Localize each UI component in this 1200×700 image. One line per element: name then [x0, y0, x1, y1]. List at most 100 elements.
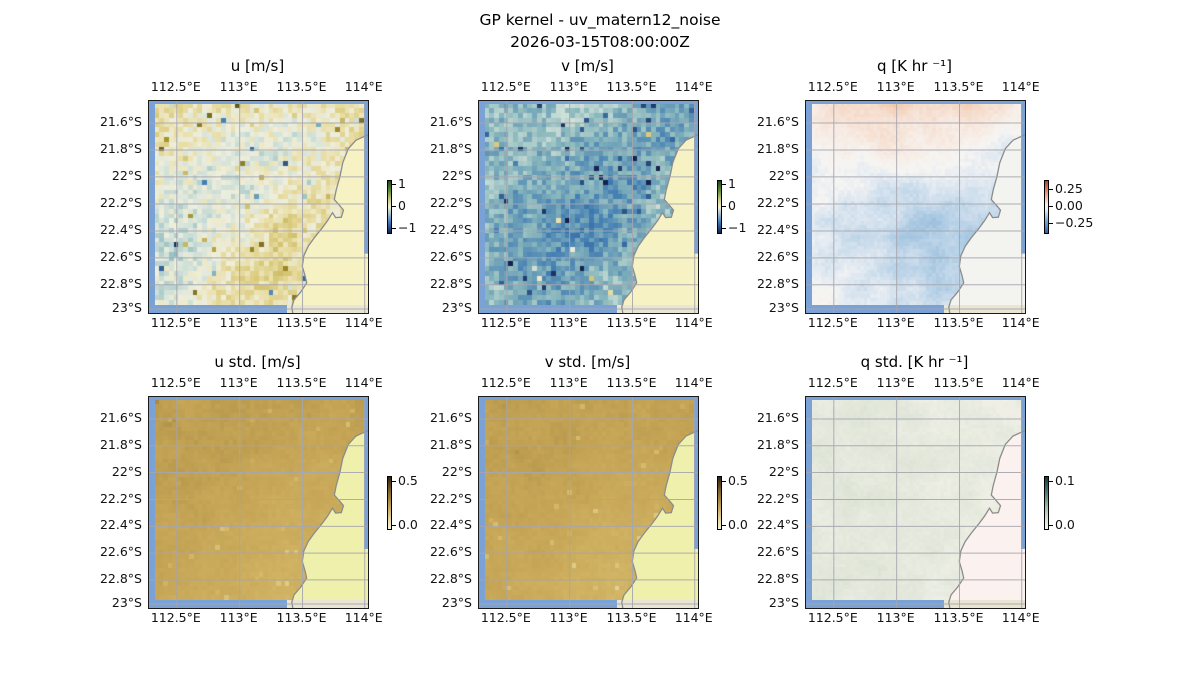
lon-tick-top: 112.5°E — [480, 79, 531, 94]
lat-tick-label: 22.2°S — [756, 195, 799, 211]
land-polygon — [948, 134, 1025, 313]
map-plot-area — [148, 100, 369, 314]
map-overlay — [806, 101, 1025, 313]
ocean-edge-right — [694, 403, 698, 549]
lat-tick-label: 21.6°S — [99, 409, 142, 425]
lat-tick-label: 22.8°S — [429, 570, 472, 586]
lat-tick-label: 22°S — [111, 167, 142, 183]
colorbar-tick-label: 0 — [728, 198, 736, 213]
colorbar-tick-label: 0.0 — [398, 517, 418, 533]
lon-tick-bottom: 114°E — [674, 315, 713, 330]
lat-tick-label: 22.8°S — [429, 275, 472, 291]
lat-tick-label: 23°S — [768, 299, 799, 315]
lat-tick-label: 23°S — [441, 299, 472, 315]
colorbar-strip — [717, 476, 722, 530]
lat-tick-label: 22.2°S — [429, 490, 472, 506]
colorbar-tick-mark — [392, 206, 396, 207]
colorbar-strip — [717, 180, 722, 234]
lon-tick-top: 114°E — [1001, 375, 1040, 390]
lat-tick-label: 22°S — [441, 167, 472, 183]
lat-tick-label: 21.6°S — [429, 409, 472, 425]
ocean-edge-right — [364, 403, 368, 549]
panel-title: u std. [m/s] — [214, 353, 301, 371]
lat-tick-label: 22°S — [111, 463, 142, 479]
lat-tick-label: 23°S — [111, 299, 142, 315]
lon-tick-bottom: 113.5°E — [276, 315, 327, 330]
lat-tick-label: 22.4°S — [99, 221, 142, 237]
lon-tick-bottom: 113.5°E — [933, 610, 984, 625]
lon-tick-bottom: 114°E — [674, 610, 713, 625]
lat-tick-label: 21.6°S — [99, 114, 142, 130]
colorbar-strip — [1044, 476, 1049, 530]
ocean-edge-right — [364, 107, 368, 254]
lon-tick-bottom: 113.5°E — [276, 610, 327, 625]
colorbar-tick-label: 0.0 — [728, 517, 748, 533]
lon-tick-top: 114°E — [674, 375, 713, 390]
lon-tick-bottom: 114°E — [344, 315, 383, 330]
lat-tick-label: 22.2°S — [756, 490, 799, 506]
lon-tick-bottom: 112.5°E — [480, 315, 531, 330]
colorbar-tick-mark — [392, 481, 396, 483]
lat-tick-label: 21.8°S — [99, 140, 142, 156]
lon-tick-top: 114°E — [344, 375, 383, 390]
panel-title: v std. [m/s] — [544, 353, 631, 371]
lon-tick-top: 113.5°E — [606, 375, 657, 390]
colorbar-tick-label: 0.00 — [1055, 198, 1083, 213]
lat-tick-label: 21.8°S — [99, 436, 142, 452]
land-polygon — [621, 134, 698, 313]
map-plot-area — [478, 100, 699, 314]
lon-tick-top: 113°E — [219, 375, 258, 390]
land-polygon — [948, 430, 1025, 608]
lat-tick-label: 23°S — [768, 594, 799, 610]
panel-title: u [m/s] — [230, 57, 285, 75]
lat-tick-label: 22.8°S — [99, 275, 142, 291]
colorbar-strip — [387, 476, 392, 530]
colorbar-tick-mark — [1049, 189, 1053, 191]
lon-tick-bottom: 112.5°E — [150, 610, 201, 625]
lon-tick-top: 112.5°E — [150, 79, 201, 94]
map-plot-area — [805, 396, 1026, 609]
colorbar-tick-label: 0.1 — [1055, 473, 1075, 489]
map-plot-area — [805, 100, 1026, 314]
lat-tick-label: 22.2°S — [429, 195, 472, 211]
lat-tick-label: 21.8°S — [756, 140, 799, 156]
lon-tick-top: 112.5°E — [480, 375, 531, 390]
lon-tick-top: 113.5°E — [606, 79, 657, 94]
lon-tick-bottom: 114°E — [1001, 315, 1040, 330]
lon-tick-bottom: 113°E — [219, 315, 258, 330]
lat-tick-label: 23°S — [111, 594, 142, 610]
colorbar-tick-mark — [722, 227, 726, 229]
lat-tick-label: 22.6°S — [99, 544, 142, 560]
lon-tick-top: 112.5°E — [150, 375, 201, 390]
lat-tick-label: 22.4°S — [429, 517, 472, 533]
map-overlay — [149, 397, 368, 608]
lat-tick-label: 22.4°S — [99, 517, 142, 533]
lat-tick-label: 22.2°S — [99, 195, 142, 211]
colorbar-strip — [1044, 180, 1049, 234]
lon-tick-top: 114°E — [344, 79, 383, 94]
lon-tick-top: 113.5°E — [276, 375, 327, 390]
lon-tick-bottom: 114°E — [1001, 610, 1040, 625]
colorbar-tick-label: 0 — [398, 198, 406, 213]
colorbar-tick-mark — [392, 184, 396, 186]
lon-tick-bottom: 112.5°E — [807, 315, 858, 330]
lat-tick-label: 22°S — [768, 463, 799, 479]
lat-tick-label: 22.8°S — [99, 570, 142, 586]
lon-tick-top: 114°E — [674, 79, 713, 94]
lat-tick-label: 21.6°S — [429, 114, 472, 130]
lat-tick-label: 22.6°S — [99, 248, 142, 264]
lat-tick-label: 23°S — [441, 594, 472, 610]
lon-tick-bottom: 113.5°E — [606, 315, 657, 330]
lon-tick-bottom: 113.5°E — [933, 315, 984, 330]
map-overlay — [479, 397, 698, 608]
colorbar-tick-mark — [392, 227, 396, 229]
map-plot-area — [478, 396, 699, 609]
ocean-edge-right — [694, 107, 698, 254]
colorbar-tick-label: 1 — [728, 176, 736, 192]
colorbar-tick-label: −1 — [728, 219, 747, 235]
lat-tick-label: 22.6°S — [429, 248, 472, 264]
lat-tick-label: 22.2°S — [99, 490, 142, 506]
colorbar-tick-label: 0.5 — [728, 473, 748, 489]
lon-tick-top: 113°E — [549, 79, 588, 94]
lat-tick-label: 22.4°S — [756, 221, 799, 237]
